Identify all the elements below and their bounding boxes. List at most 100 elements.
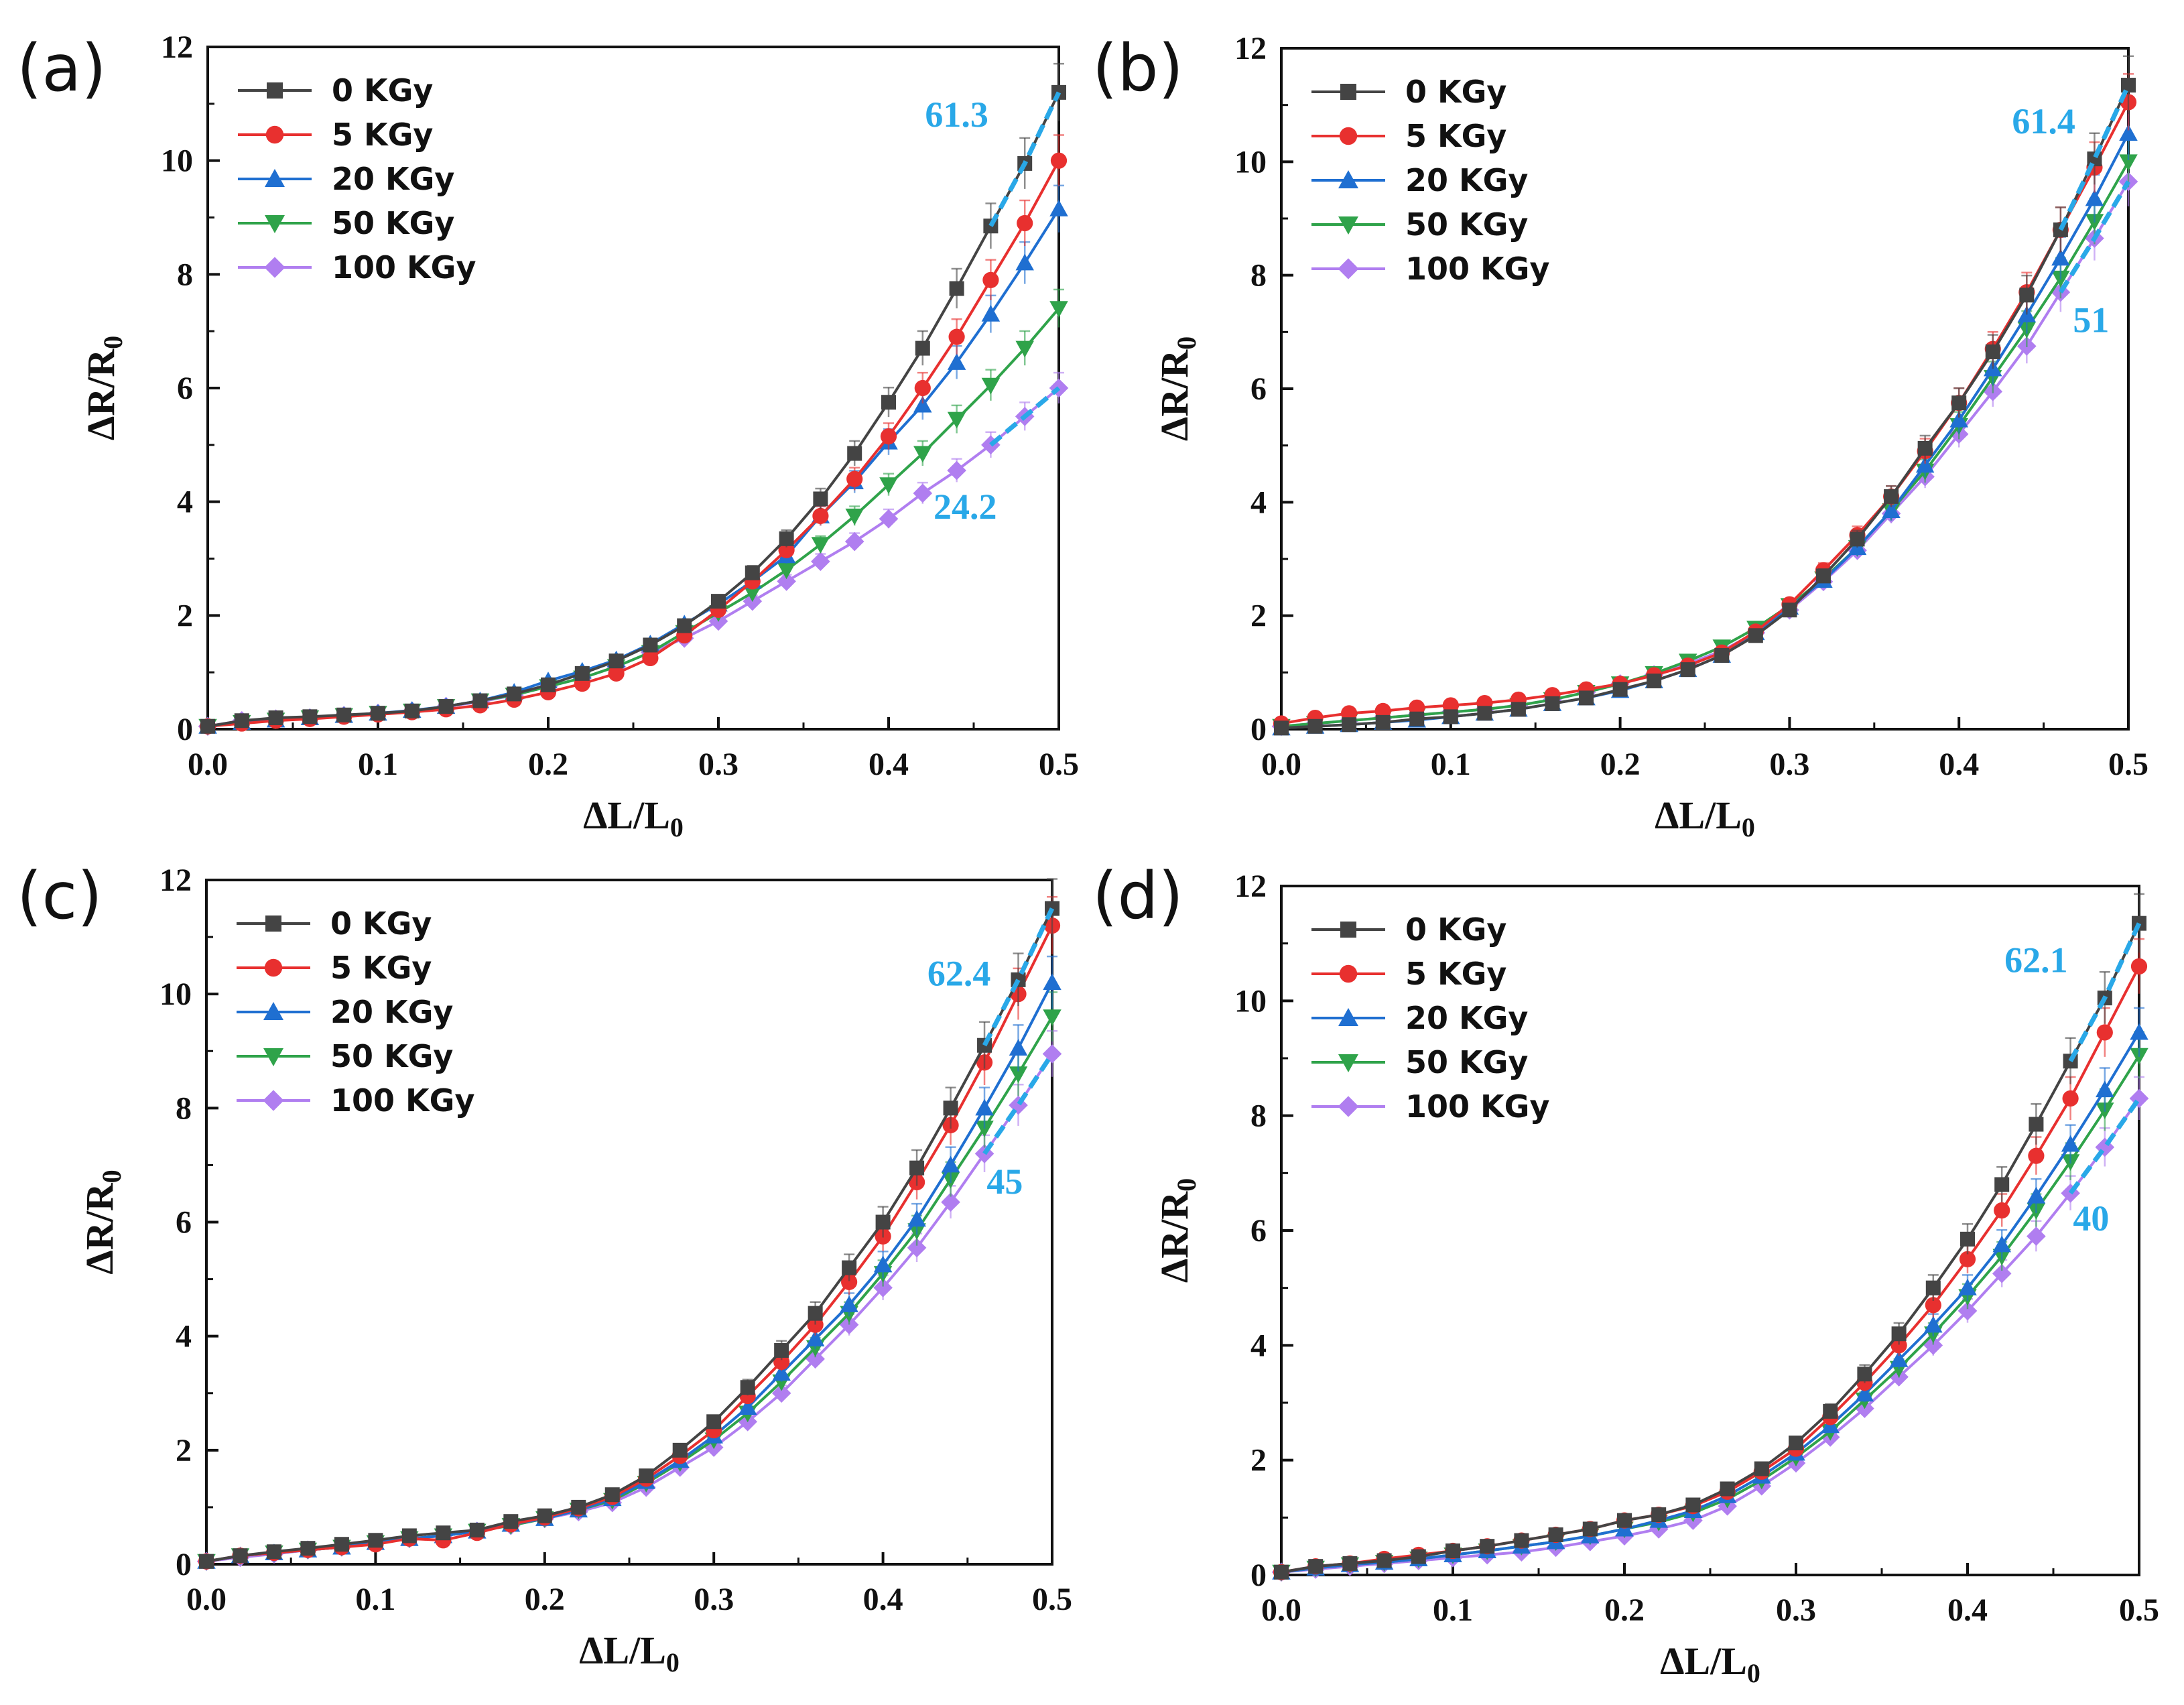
legend-marker (1340, 84, 1356, 100)
series-5-kgy (199, 134, 1068, 735)
legend-marker (265, 215, 285, 233)
data-point (771, 1383, 791, 1403)
legend-label: 20 KGy (1405, 1000, 1528, 1036)
y-axis-title-subscript: 0 (1171, 336, 1202, 350)
legend-entry: 100 KGy (1311, 251, 1549, 287)
data-point (975, 1121, 994, 1137)
data-point (907, 1238, 927, 1258)
data-point (233, 1548, 248, 1564)
x-tick-label: 0.1 (358, 747, 398, 782)
data-point (1924, 1316, 1943, 1333)
y-tick-label: 8 (1250, 258, 1267, 294)
data-point (941, 1155, 960, 1173)
legend: 0 KGy 5 KGy 20 KGy 50 KGy 100 KGy (237, 905, 474, 1119)
y-tick-label: 10 (1234, 983, 1267, 1019)
y-axis-title: ΔR/R0 (78, 1170, 127, 1274)
x-tick-label: 0.4 (1939, 747, 1979, 782)
legend-entry: 5 KGy (238, 117, 433, 153)
data-point (909, 1160, 925, 1176)
data-point (982, 271, 999, 288)
x-axis: 0.0 0.1 0.2 0.3 0.4 0.5 (1261, 1563, 2159, 1628)
panel-letter: (d) (1092, 859, 1183, 934)
legend-entry: 0 KGy (237, 905, 432, 942)
data-point (779, 531, 794, 546)
y-axis: 0 2 4 6 8 10 12 (1234, 31, 1293, 747)
data-point (772, 1364, 791, 1381)
legend-entry: 100 KGy (237, 1082, 474, 1119)
data-point (844, 531, 864, 552)
legend-marker (264, 257, 285, 278)
data-point (1782, 603, 1797, 618)
legend-marker (264, 958, 283, 977)
data-point (1850, 531, 1865, 547)
y-tick-label: 4 (176, 1319, 192, 1354)
y-tick-label: 4 (1250, 1328, 1267, 1363)
x-tick-label: 0.1 (1431, 747, 1471, 782)
data-point (873, 1255, 893, 1273)
data-point (571, 1499, 586, 1515)
data-point (469, 1522, 485, 1537)
data-point (2119, 154, 2138, 172)
x-axis-title-main: ΔL/L (1655, 794, 1742, 837)
data-point (302, 709, 318, 724)
slope-annotation: 62.4 (927, 953, 991, 993)
data-point (643, 637, 658, 653)
series-5-kgy (1273, 73, 2137, 732)
fit-line (982, 907, 1055, 1047)
data-point (537, 1508, 552, 1523)
y-tick-label: 8 (177, 257, 193, 292)
legend-label: 5 KGy (1405, 956, 1506, 992)
legend-marker (1338, 258, 1359, 279)
data-point (1889, 1350, 1909, 1367)
x-axis-title-subscript: 0 (1742, 812, 1755, 842)
data-point (941, 1192, 960, 1212)
series-line (207, 307, 1060, 728)
y-tick-label: 6 (176, 1205, 192, 1241)
data-point (1960, 1231, 1975, 1247)
data-point (1951, 395, 1967, 411)
legend-entry: 0 KGy (238, 72, 433, 109)
data-point (1789, 1435, 1803, 1450)
data-point (738, 1398, 757, 1415)
legend-label: 100 KGy (1405, 1088, 1549, 1125)
legend-marker (263, 1002, 283, 1020)
data-point (947, 353, 966, 370)
legend-label: 50 KGy (330, 1038, 453, 1074)
legend-entry: 20 KGy (238, 161, 454, 197)
x-tick-label: 0.4 (863, 1582, 903, 1617)
data-point (1959, 1251, 1976, 1267)
data-point (841, 1273, 858, 1290)
y-axis-title-main: ΔR/R (1153, 349, 1196, 441)
data-point (199, 1554, 214, 1569)
data-point (845, 508, 864, 525)
data-point (1042, 1044, 1062, 1064)
data-point (2062, 1090, 2079, 1107)
data-point (975, 1098, 994, 1116)
data-point (371, 706, 385, 721)
data-point (1949, 410, 1968, 428)
legend-marker (1338, 1008, 1358, 1026)
data-point (873, 1278, 893, 1298)
data-point (1009, 1066, 1028, 1084)
y-axis-title-main: ΔR/R (1153, 1191, 1196, 1283)
x-tick-label: 0.0 (1261, 1592, 1301, 1628)
y-axis-title-main: ΔR/R (79, 349, 123, 440)
data-point (639, 1468, 654, 1484)
data-point (875, 1214, 891, 1230)
data-point (1043, 1009, 1062, 1026)
data-point (881, 395, 896, 410)
legend-label: 100 KGy (1405, 251, 1549, 287)
data-point (1511, 702, 1526, 717)
data-point (2027, 1226, 2046, 1246)
data-point (1409, 711, 1425, 727)
x-axis-title-subscript: 0 (666, 1647, 680, 1678)
data-point (1579, 690, 1594, 706)
data-point (1015, 253, 1034, 271)
data-point (2130, 1023, 2148, 1040)
data-point (1985, 344, 2000, 359)
data-point (745, 565, 760, 580)
series-line (207, 208, 1060, 728)
y-tick-label: 12 (159, 863, 192, 898)
series-100-kgy (198, 371, 1069, 737)
panel-b: (b)0.0 0.1 0.2 0.3 0.4 0.5024681012ΔL/L0ΔR/R0… (1092, 31, 2148, 842)
